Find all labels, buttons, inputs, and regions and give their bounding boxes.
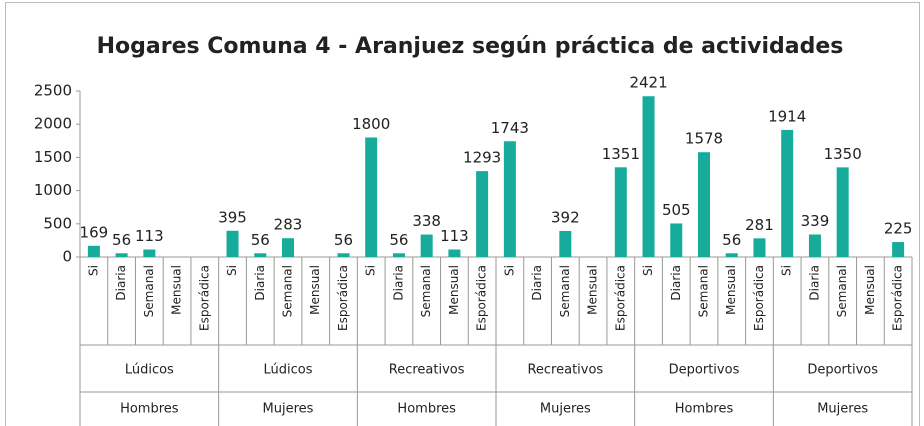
- group-label: Lúdicos: [264, 363, 313, 378]
- group-label: Deportivos: [669, 363, 740, 378]
- value-label: 1351: [602, 145, 640, 163]
- x-tick-label: Esporádica: [475, 265, 489, 331]
- x-tick-label: Esporádica: [336, 265, 350, 331]
- group-label: Hombres: [120, 402, 179, 417]
- value-label: 505: [662, 201, 691, 219]
- group-label: Mujeres: [540, 402, 591, 417]
- value-label: 281: [745, 216, 774, 234]
- group-label: Recreativos: [389, 363, 465, 378]
- group-label: Hombres: [397, 402, 456, 417]
- bar: [87, 245, 100, 257]
- bar: [670, 223, 683, 257]
- bar: [559, 230, 572, 257]
- x-tick-label: Si: [502, 265, 516, 276]
- value-label: 339: [801, 212, 830, 230]
- bar: [226, 230, 239, 257]
- x-tick-label: Mensual: [724, 265, 738, 315]
- bar: [642, 96, 655, 257]
- group-label: Deportivos: [807, 363, 878, 378]
- y-tick-label: 1000: [34, 181, 72, 199]
- y-tick-label: 1500: [34, 148, 72, 166]
- value-label: 1800: [352, 115, 390, 133]
- y-tick-label: 0: [62, 248, 72, 266]
- bar: [337, 253, 350, 257]
- bar: [392, 253, 405, 257]
- bar: [143, 249, 156, 257]
- x-tick-label: Esporádica: [197, 265, 211, 331]
- x-tick-label: Esporádica: [613, 265, 627, 331]
- value-label: 113: [440, 227, 469, 245]
- bar: [892, 242, 905, 257]
- chart-title: Hogares Comuna 4 - Aranjuez según prácti…: [97, 34, 844, 59]
- x-tick-label: Mensual: [447, 265, 461, 315]
- bar: [781, 129, 794, 257]
- group-label: Recreativos: [527, 363, 603, 378]
- value-label: 283: [274, 216, 303, 234]
- value-label: 56: [389, 231, 408, 249]
- x-tick-label: Mensual: [586, 265, 600, 315]
- value-label: 2421: [629, 74, 667, 92]
- bar: [503, 141, 516, 257]
- x-tick-label: Mensual: [863, 265, 877, 315]
- bar: [725, 253, 738, 257]
- value-label: 338: [412, 212, 441, 230]
- x-tick-label: Esporádica: [891, 265, 905, 331]
- chart-frame: [5, 2, 920, 426]
- value-label: 1293: [463, 149, 501, 167]
- x-tick-label: Si: [225, 265, 239, 276]
- value-label: 56: [722, 231, 741, 249]
- bar: [365, 137, 378, 257]
- bar: [753, 238, 766, 257]
- x-tick-label: Mensual: [170, 265, 184, 315]
- x-tick-label: Diaria: [114, 265, 128, 301]
- bar: [698, 152, 710, 257]
- value-label: 225: [884, 220, 913, 238]
- x-tick-label: Si: [364, 265, 378, 276]
- bar: [420, 234, 433, 257]
- value-label: 1350: [824, 145, 862, 163]
- x-tick-label: Semanal: [281, 265, 295, 317]
- x-tick-label: Semanal: [835, 265, 849, 317]
- x-tick-label: Semanal: [419, 265, 433, 317]
- group-label: Mujeres: [817, 402, 868, 417]
- value-label: 1743: [491, 119, 529, 137]
- value-label: 113: [135, 227, 164, 245]
- value-label: 56: [334, 231, 353, 249]
- x-tick-label: Diaria: [669, 265, 683, 301]
- x-tick-label: Diaria: [391, 265, 405, 301]
- bar: [448, 249, 461, 257]
- x-tick-label: Diaria: [253, 265, 267, 301]
- x-tick-label: Diaria: [530, 265, 544, 301]
- group-label: Lúdicos: [125, 363, 174, 378]
- x-tick-label: Mensual: [308, 265, 322, 315]
- y-tick-label: 500: [43, 214, 72, 232]
- x-tick-label: Diaria: [807, 265, 821, 301]
- y-tick-label: 2500: [34, 82, 72, 100]
- x-tick-label: Si: [641, 265, 655, 276]
- value-label: 56: [112, 231, 131, 249]
- group-label: Hombres: [675, 402, 734, 417]
- x-tick-label: Semanal: [697, 265, 711, 317]
- value-label: 169: [80, 223, 109, 241]
- bar: [282, 238, 294, 257]
- bar: [115, 253, 128, 257]
- x-tick-label: Si: [86, 265, 100, 276]
- y-tick-label: 2000: [34, 115, 72, 133]
- value-label: 395: [218, 208, 247, 226]
- x-tick-label: Esporádica: [752, 265, 766, 331]
- bar: [476, 171, 489, 257]
- value-label: 1578: [685, 130, 723, 148]
- x-tick-label: Semanal: [142, 265, 156, 317]
- bar: [614, 167, 627, 257]
- value-label: 56: [251, 231, 270, 249]
- value-label: 392: [551, 208, 580, 226]
- x-tick-label: Si: [780, 265, 794, 276]
- bar: [836, 167, 849, 257]
- bar: [808, 234, 821, 257]
- bar: [254, 253, 267, 257]
- group-label: Mujeres: [263, 402, 314, 417]
- value-label: 1914: [768, 107, 806, 125]
- x-tick-label: Semanal: [558, 265, 572, 317]
